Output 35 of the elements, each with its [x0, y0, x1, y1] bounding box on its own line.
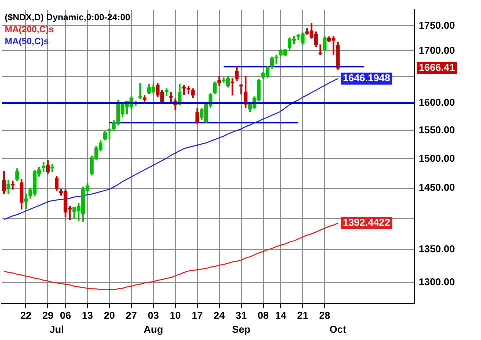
x-tick-label: 31	[236, 310, 248, 322]
y-tick-label: 1700.00	[419, 46, 456, 57]
data-label: 1646.1948	[343, 74, 391, 85]
x-tick-label: 14	[275, 310, 287, 322]
y-tick-label: 1300.00	[419, 277, 456, 288]
x-tick-label: 13	[82, 310, 94, 322]
x-tick-label: 20	[104, 310, 116, 322]
x-tick-label: 03	[148, 310, 160, 322]
y-tick-label: 1350.00	[419, 244, 456, 256]
y-tick-label: 1500.00	[419, 154, 456, 165]
x-tick-label: 22	[20, 310, 32, 322]
text: MA(200,C)s	[5, 24, 54, 34]
text: 1666.41	[419, 63, 456, 74]
candlestick	[50, 164, 54, 172]
text: MA(50,C)s	[5, 36, 50, 46]
x-tick-label: 29	[42, 310, 54, 322]
chart-title: ($NDX,D) Dynamic,0:00-24:00	[5, 12, 131, 22]
y-tick-label: 1450.00	[419, 183, 456, 194]
candlestick	[11, 180, 15, 190]
x-tick-label: 21	[297, 310, 309, 322]
x-tick-label: 06	[60, 310, 72, 322]
x-tick-label: 17	[192, 310, 204, 322]
text: Sep	[232, 324, 251, 336]
text: Jul	[50, 324, 64, 336]
y-tick-label: 1600.00	[419, 98, 456, 110]
x-tick-label: 08	[258, 310, 270, 322]
y-tick-label: 1550.00	[419, 126, 456, 137]
data-label: 1392.4422	[343, 218, 391, 229]
x-tick-label: 24	[214, 310, 226, 322]
text: Oct	[330, 324, 348, 336]
y-tick-label: 1750.00	[419, 20, 456, 32]
x-tick-label: 10	[170, 310, 182, 322]
text: Aug	[144, 324, 164, 336]
x-tick-label: 27	[126, 310, 138, 322]
x-tick-label: 28	[319, 310, 331, 322]
